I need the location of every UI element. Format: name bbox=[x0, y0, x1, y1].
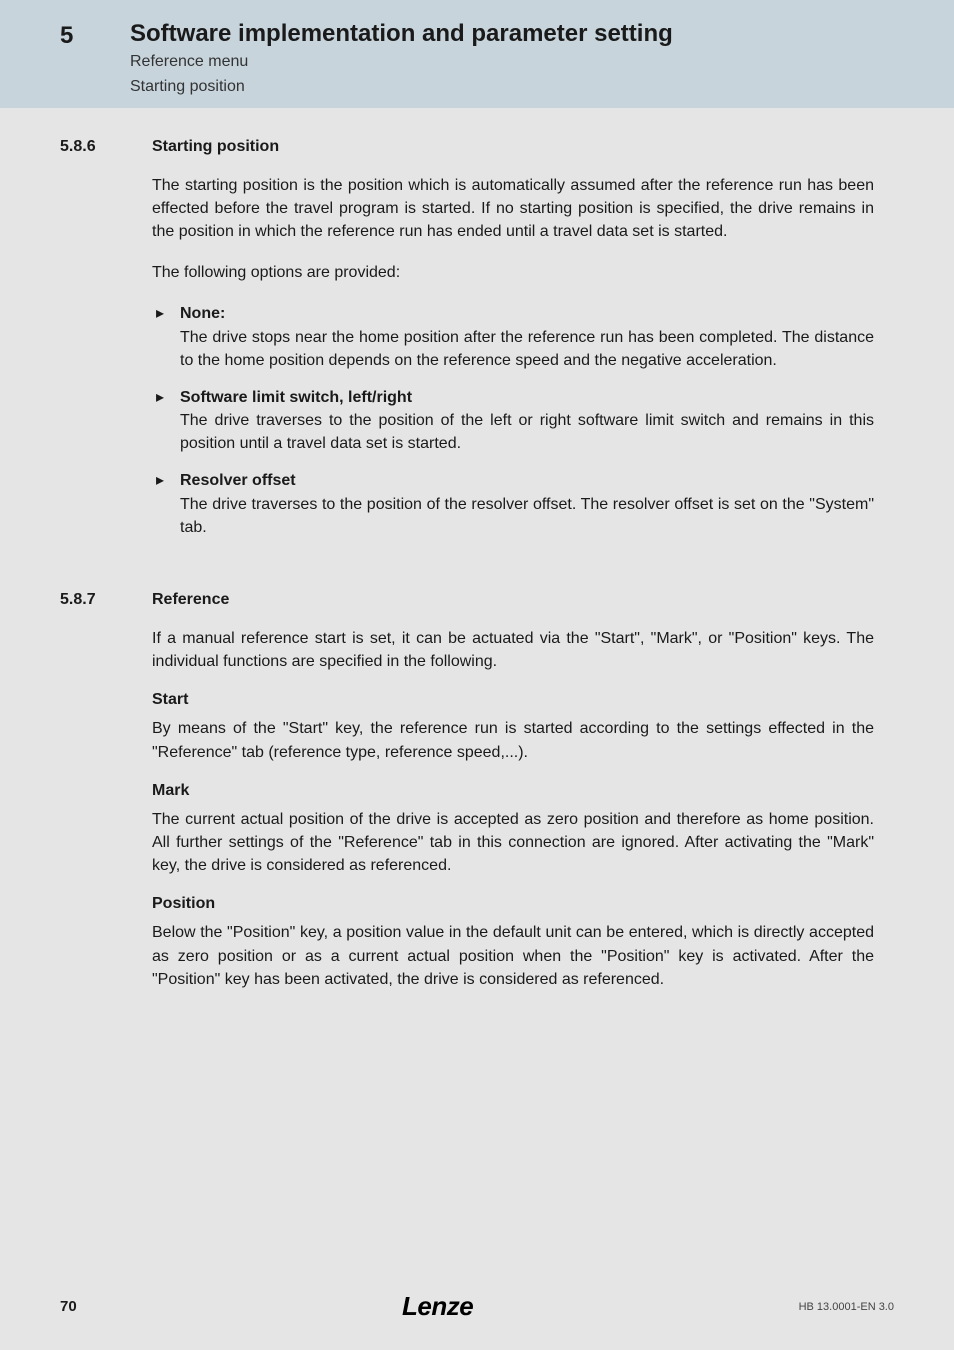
content-area: 5.8.6 Starting position The starting pos… bbox=[0, 108, 954, 1009]
subsection-mark: Mark The current actual position of the … bbox=[152, 782, 874, 878]
section-number: 5.8.6 bbox=[60, 138, 152, 174]
header-text-block: Software implementation and parameter se… bbox=[130, 20, 673, 98]
list-item-body: The drive traverses to the position of t… bbox=[180, 409, 874, 455]
list-item: None: The drive stops near the home posi… bbox=[152, 302, 874, 372]
header-subtitle-1: Reference menu bbox=[130, 52, 673, 73]
section-heading: Reference bbox=[152, 591, 874, 609]
section-5-8-7: 5.8.7 Reference If a manual reference st… bbox=[60, 591, 874, 1009]
page-number: 70 bbox=[60, 1298, 77, 1315]
list-item-head: Software limit switch, left/right bbox=[180, 389, 412, 406]
paragraph: The starting position is the position wh… bbox=[152, 174, 874, 244]
option-list: None: The drive stops near the home posi… bbox=[152, 302, 874, 539]
doc-meta: HB 13.0001-EN 3.0 bbox=[799, 1301, 894, 1313]
header-band: 5 Software implementation and parameter … bbox=[0, 0, 954, 108]
footer: 70 Lenze HB 13.0001-EN 3.0 bbox=[0, 1291, 954, 1322]
list-item: Resolver offset The drive traverses to t… bbox=[152, 469, 874, 539]
subsection-start: Start By means of the "Start" key, the r… bbox=[152, 691, 874, 763]
subsection-position: Position Below the "Position" key, a pos… bbox=[152, 895, 874, 991]
section-heading-row: 5.8.7 Reference bbox=[60, 591, 874, 627]
list-item-head: Resolver offset bbox=[180, 472, 296, 489]
section-5-8-6: 5.8.6 Starting position The starting pos… bbox=[60, 138, 874, 563]
list-item: Software limit switch, left/right The dr… bbox=[152, 386, 874, 456]
paragraph: The current actual position of the drive… bbox=[152, 808, 874, 878]
list-item-head: None: bbox=[180, 305, 225, 322]
list-item-body: The drive stops near the home position a… bbox=[180, 326, 874, 372]
section-number: 5.8.7 bbox=[60, 591, 152, 627]
sub-heading: Position bbox=[152, 895, 874, 913]
brand-logo: Lenze bbox=[402, 1291, 473, 1322]
paragraph: If a manual reference start is set, it c… bbox=[152, 627, 874, 673]
sub-heading: Mark bbox=[152, 782, 874, 800]
paragraph: By means of the "Start" key, the referen… bbox=[152, 717, 874, 763]
header-title: Software implementation and parameter se… bbox=[130, 20, 673, 48]
paragraph: The following options are provided: bbox=[152, 261, 874, 284]
sub-heading: Start bbox=[152, 691, 874, 709]
section-heading-row: 5.8.6 Starting position bbox=[60, 138, 874, 174]
paragraph: Below the "Position" key, a position val… bbox=[152, 921, 874, 991]
header-subtitle-2: Starting position bbox=[130, 77, 673, 98]
section-heading: Starting position bbox=[152, 138, 874, 156]
chapter-number: 5 bbox=[60, 20, 130, 98]
list-item-body: The drive traverses to the position of t… bbox=[180, 493, 874, 539]
page: 5 Software implementation and parameter … bbox=[0, 0, 954, 1350]
